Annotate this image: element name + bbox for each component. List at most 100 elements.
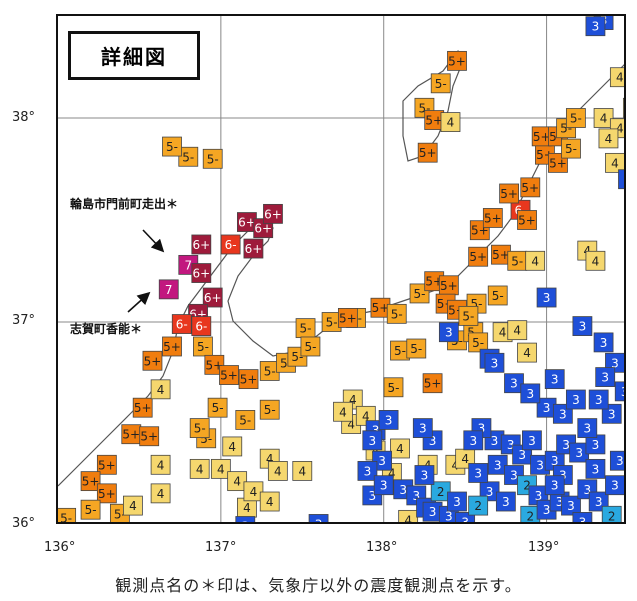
intensity-marker-box xyxy=(308,514,329,522)
intensity-marker-label: 3 xyxy=(579,320,587,334)
intensity-marker: 5+ xyxy=(468,246,489,267)
intensity-marker-label: 3 xyxy=(380,479,388,493)
intensity-marker-label: 5- xyxy=(207,152,219,166)
intensity-marker: 3 xyxy=(438,322,459,343)
intensity-marker-label: 3 xyxy=(364,464,372,478)
intensity-marker: 5+ xyxy=(204,354,225,375)
intensity-marker-box xyxy=(383,377,404,398)
intensity-marker-box xyxy=(487,285,508,306)
intensity-marker-box xyxy=(80,471,101,492)
intensity-marker: 5- xyxy=(189,418,210,438)
intensity-marker-label: 5- xyxy=(560,122,572,136)
site-label-wajima: 輪島市門前町走出＊ xyxy=(70,197,179,211)
intensity-marker-label: 3 xyxy=(611,479,619,493)
intensity-marker-label: 6+ xyxy=(204,291,222,305)
intensity-marker-label: 4 xyxy=(362,409,370,423)
intensity-marker-label: 4 xyxy=(157,383,165,397)
intensity-marker-box xyxy=(390,438,410,459)
intensity-marker: 5+ xyxy=(238,369,259,390)
intensity-marker: 5+ xyxy=(142,350,163,371)
intensity-marker-label: 2 xyxy=(523,479,531,493)
intensity-marker-label: 5+ xyxy=(425,275,443,289)
intensity-marker-box xyxy=(191,316,212,336)
intensity-marker: 3 xyxy=(605,475,624,496)
intensity-marker-label: 3 xyxy=(592,462,600,476)
intensity-marker-box xyxy=(585,250,606,271)
intensity-marker: 5+ xyxy=(424,271,445,292)
lat-tick-38: 38° xyxy=(12,110,36,125)
intensity-marker-label: 3 xyxy=(469,434,477,448)
intensity-marker: 5- xyxy=(430,73,451,94)
intensity-marker-box xyxy=(622,97,624,118)
intensity-marker-label: 5+ xyxy=(424,377,442,391)
map-frame[interactable]: 7 7 6+ 6+ 6+ 6+ 6+ 6+ 6- 6+ 6- 6- 5+ 5+ 5- 5+ 5+ 5+ 5- 5- 5+… xyxy=(56,14,626,524)
intensity-marker-label: 3 xyxy=(368,434,376,448)
intensity-marker-box xyxy=(468,463,489,483)
intensity-marker: 4 xyxy=(593,108,614,128)
intensity-marker: 5- xyxy=(383,377,404,398)
intensity-marker-box xyxy=(593,332,614,353)
intensity-marker: 5- xyxy=(162,136,182,157)
intensity-marker: 5+ xyxy=(132,397,153,418)
intensity-marker-box xyxy=(191,263,212,283)
intensity-marker-label: 5+ xyxy=(484,211,502,225)
intensity-marker-label: 2 xyxy=(608,509,616,523)
intensity-marker-label: 3 xyxy=(611,356,619,370)
intensity-marker: 3 xyxy=(414,465,435,485)
intensity-marker-label: 5+ xyxy=(469,250,487,264)
intensity-marker-box xyxy=(372,450,392,471)
intensity-markers: 776+6+6+6+6+6+6- 6+6- 6-5+5+5-5+5+ 5+5-5-5+… xyxy=(58,16,624,523)
intensity-marker: 5+ xyxy=(139,426,160,447)
intensity-marker-label: 6- xyxy=(176,318,188,332)
intensity-marker-box xyxy=(561,138,581,159)
intensity-marker: 3 xyxy=(357,461,378,481)
map-canvas[interactable]: 776+6+6+6+6+6+6- 6+6- 6-5+5+5-5+5+ 5+5-5-5+… xyxy=(58,16,626,524)
intensity-marker-label: 7 xyxy=(165,283,173,297)
intensity-marker-box xyxy=(504,373,524,394)
intensity-marker: 3 xyxy=(585,458,606,479)
intensity-marker-label: 5+ xyxy=(500,187,518,201)
intensity-marker-box xyxy=(193,336,213,357)
intensity-marker-box xyxy=(605,152,624,173)
intensity-marker: 7 xyxy=(158,279,179,300)
intensity-marker-box xyxy=(337,308,358,328)
intensity-marker-label: 4 xyxy=(266,495,274,509)
intensity-marker-label: 3 xyxy=(528,434,536,448)
intensity-marker-box xyxy=(522,430,542,451)
intensity-marker-label: 5- xyxy=(114,507,126,521)
intensity-marker-box xyxy=(487,454,508,475)
intensity-marker-label: 5- xyxy=(462,309,474,323)
intensity-marker-label: 4 xyxy=(196,462,204,476)
intensity-marker-box xyxy=(447,50,467,71)
intensity-marker-box xyxy=(259,491,280,512)
intensity-marker: 4 xyxy=(585,250,606,271)
intensity-marker-label: 3 xyxy=(583,422,591,436)
intensity-marker: 4 xyxy=(189,458,210,479)
intensity-marker: 5- xyxy=(193,336,213,357)
intensity-marker-label: 4 xyxy=(523,346,531,360)
intensity-marker-label: 3 xyxy=(494,458,502,472)
intensity-marker-box xyxy=(565,108,586,128)
intensity-marker-box xyxy=(601,505,622,522)
intensity-marker-box xyxy=(412,418,433,438)
intensity-marker-box xyxy=(468,332,489,353)
intensity-marker-label: 3 xyxy=(595,495,603,509)
intensity-marker-box xyxy=(536,287,557,308)
intensity-marker: 5+ xyxy=(482,208,503,228)
intensity-marker-label: 3 xyxy=(491,434,499,448)
intensity-marker-box xyxy=(292,461,313,481)
intensity-marker: 3 xyxy=(235,516,256,522)
intensity-marker: 4 xyxy=(292,461,313,481)
intensity-marker-box xyxy=(235,410,256,430)
intensity-marker: 6+ xyxy=(191,234,212,255)
intensity-marker: 5+ xyxy=(438,275,459,296)
intensity-marker-box xyxy=(123,495,143,516)
intensity-marker: 5- xyxy=(458,305,479,326)
intensity-marker: 5+ xyxy=(80,471,101,492)
intensity-marker-box xyxy=(222,436,243,457)
intensity-marker-label: 5- xyxy=(472,336,484,350)
intensity-marker: 4 xyxy=(507,320,528,341)
intensity-marker: 5+ xyxy=(370,297,391,318)
intensity-marker-label: 3 xyxy=(559,407,567,421)
intensity-marker-box xyxy=(499,183,520,204)
